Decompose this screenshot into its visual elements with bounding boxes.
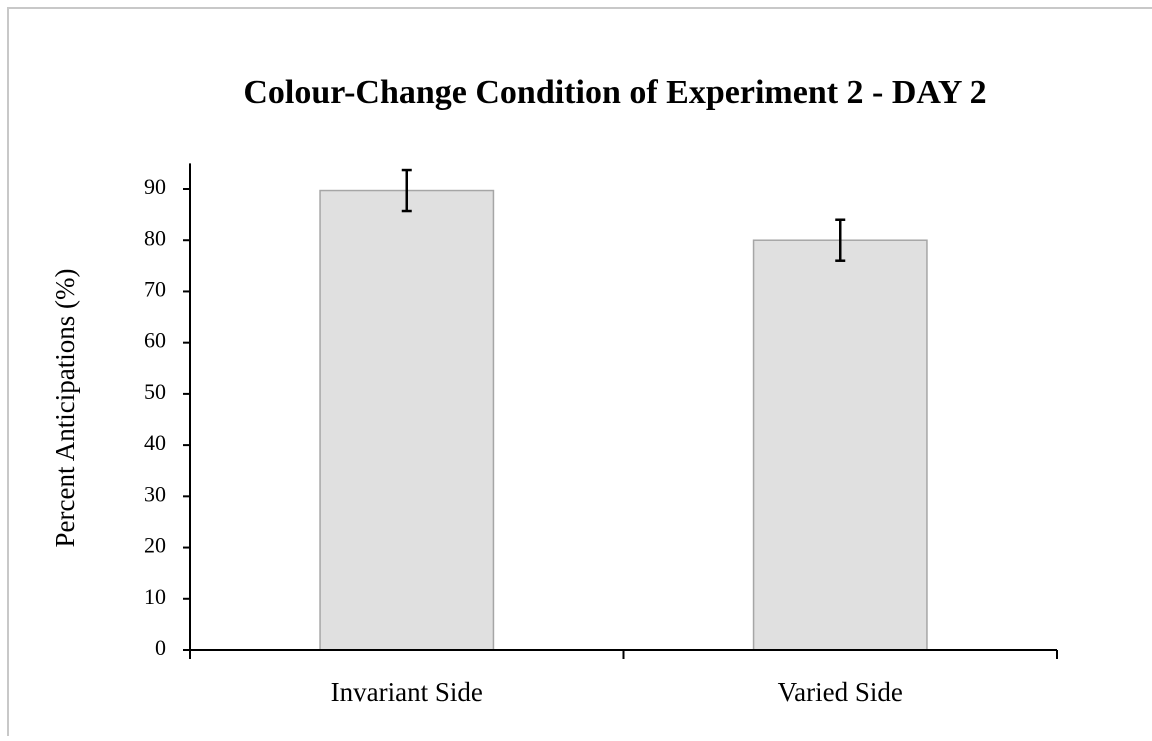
y-tick-label: 70 — [144, 276, 166, 301]
y-axis-label: Percent Anticipations (%) — [50, 269, 80, 548]
x-tick-label: Invariant Side — [331, 677, 483, 707]
chart-frame — [7, 7, 1152, 741]
y-tick-label: 30 — [144, 481, 166, 506]
y-tick-label: 10 — [144, 584, 166, 609]
y-tick-label: 40 — [144, 430, 166, 455]
y-tick-label: 50 — [144, 379, 166, 404]
y-tick-label: 20 — [144, 533, 166, 558]
x-tick-label: Varied Side — [778, 677, 903, 707]
bar — [319, 189, 495, 651]
bar — [752, 239, 928, 651]
y-tick-label: 90 — [144, 174, 166, 199]
y-tick-label: 0 — [155, 635, 166, 660]
y-tick-label: 60 — [144, 328, 166, 353]
chart-title: Colour-Change Condition of Experiment 2 … — [243, 74, 986, 111]
y-tick-label: 80 — [144, 225, 166, 250]
